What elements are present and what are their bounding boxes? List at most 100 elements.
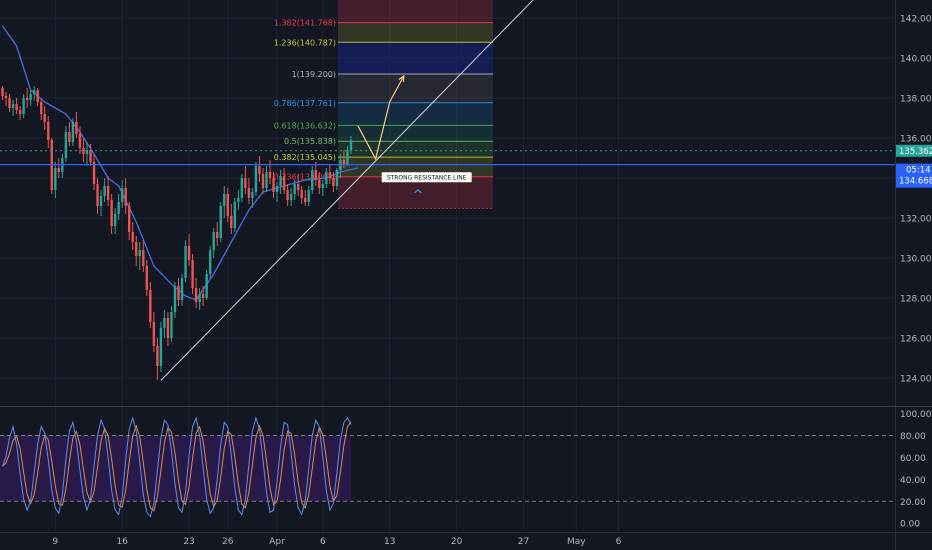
candle-body — [173, 286, 177, 312]
candle-body — [152, 322, 156, 346]
candle-body — [177, 286, 180, 300]
candle-body — [311, 170, 314, 190]
candle-body — [15, 104, 18, 110]
candle-body — [145, 266, 149, 290]
moving-average — [1, 25, 359, 301]
candle-body — [159, 328, 163, 366]
candle-body — [11, 104, 15, 108]
fibonacci-zones: 1.382(141.768) 1.236(140.787) 1(139.200) 0.… — [274, 0, 493, 209]
date-tick-label: May — [567, 537, 586, 547]
candle-body — [187, 246, 191, 260]
candle-body — [304, 198, 307, 202]
oscillator-k-line — [2, 416, 352, 518]
candle-body — [85, 150, 89, 154]
price-tag-upper-box — [896, 144, 932, 157]
candle-body — [106, 186, 110, 200]
candle-body — [346, 150, 349, 164]
candle-body — [226, 194, 229, 216]
fib-level-label: 0.618(136.632) — [274, 121, 336, 130]
candle-body — [286, 190, 289, 200]
fib-level-label: 0.786(137.761) — [274, 99, 336, 108]
candle-body — [208, 250, 212, 274]
candle-body — [128, 206, 131, 232]
candle-body — [47, 122, 50, 140]
candle-body — [293, 184, 296, 194]
candle-body — [170, 312, 173, 338]
oscillator-tick-label: 0.00 — [900, 520, 920, 530]
price-tick-label: 128.000 — [900, 295, 932, 305]
annotation-box — [381, 172, 472, 183]
date-tick-label: 6 — [320, 537, 326, 547]
candle-body — [18, 110, 22, 114]
candle-body — [64, 132, 68, 158]
candle-body — [254, 166, 258, 192]
price-tag-lower-text: 134.668 — [899, 177, 932, 187]
candle-body — [54, 168, 57, 190]
fib-zone — [338, 125, 493, 142]
oscillator-tick-label: 80.00 — [900, 432, 926, 442]
fib-level-label: 1.236(140.787) — [274, 38, 336, 47]
candle-body — [219, 206, 222, 238]
candle-body — [25, 98, 29, 100]
price-tick-label: 140.000 — [900, 55, 932, 65]
candle-body — [57, 168, 61, 172]
date-tick-label: 16 — [116, 537, 128, 547]
candle-body — [261, 174, 265, 188]
candle-body — [240, 178, 244, 198]
candle-body — [68, 132, 71, 142]
date-tick-label: 27 — [518, 537, 529, 547]
candle-body — [233, 202, 237, 228]
candle-body — [328, 172, 332, 178]
candle-body — [78, 134, 82, 148]
candle-body — [156, 346, 159, 366]
candle-body — [149, 290, 152, 322]
oscillator-tick-label: 60.00 — [900, 454, 926, 464]
candle-body — [92, 162, 96, 184]
candle-body — [335, 170, 339, 186]
candle-body — [166, 318, 170, 338]
fib-zone — [338, 102, 493, 126]
candle-body — [325, 172, 328, 184]
fib-level-label: 0.236(134.063) — [274, 173, 336, 182]
candle-body — [258, 166, 261, 174]
fib-level-label: 1.382(141.768) — [274, 19, 336, 28]
oscillator-tick-label: 20.00 — [900, 498, 926, 508]
candle-body — [205, 274, 208, 298]
candle-body — [265, 172, 268, 188]
candle-body — [135, 242, 138, 256]
candle-body — [131, 232, 134, 242]
candle-body — [82, 148, 85, 154]
candle-body — [113, 214, 117, 226]
candle-body — [314, 170, 317, 180]
candle-body — [96, 184, 99, 206]
candle-body — [4, 96, 8, 98]
projection-arrow-path — [357, 75, 405, 161]
candle-body — [275, 186, 279, 192]
candle-body — [120, 188, 124, 202]
candle-body — [332, 178, 335, 186]
fib-zone — [338, 42, 493, 74]
candle-body — [36, 90, 39, 102]
candle-body — [138, 250, 141, 256]
candle-body — [103, 186, 106, 196]
date-tick-label: Apr — [269, 537, 285, 547]
price-tick-label: 138.000 — [900, 95, 932, 105]
price-tag-countdown-text: 05:14 — [906, 166, 931, 176]
candle-body — [142, 250, 145, 266]
candle-body — [216, 232, 219, 238]
price-tick-label: 124.000 — [900, 375, 932, 385]
candle-body — [318, 180, 321, 188]
moving-average-line — [1, 25, 359, 301]
candle-body — [43, 114, 46, 122]
candle-body — [110, 200, 113, 226]
fib-zone — [338, 22, 493, 43]
candle-body — [300, 190, 303, 198]
price-tag-upper-text: 135.362 — [899, 147, 932, 157]
price-tick-label: 130.000 — [900, 255, 932, 265]
fib-level-label: 0.5(135.838) — [284, 137, 336, 146]
candle-body — [272, 178, 275, 192]
oscillator-tick-label: 100.00 — [900, 410, 932, 420]
candle-body — [198, 294, 201, 302]
